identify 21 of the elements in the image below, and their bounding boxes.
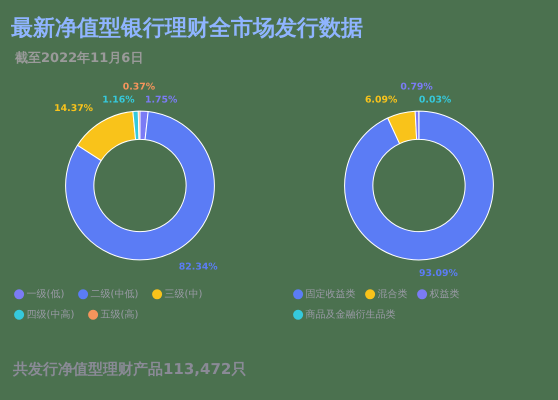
data-label: 1.16% — [102, 94, 136, 106]
chart-title: 最新净值型银行理财全市场发行数据 — [11, 14, 363, 43]
legend-label: 五级(高) — [100, 308, 138, 320]
legend-label: 三级(中) — [164, 288, 202, 300]
legend-label: 二级(中低) — [90, 288, 138, 300]
data-label: 0.03% — [418, 94, 452, 106]
legend-label: 混合类 — [378, 288, 408, 300]
legend-label: 权益类 — [428, 288, 460, 300]
data-label: 1.75% — [144, 94, 178, 106]
slice-label: 固定收益类 — [306, 288, 356, 300]
legend-label: 四级(中高) — [26, 308, 74, 320]
legend-label: 商品及金融衍生品类 — [306, 308, 396, 320]
data-label: 82.34% — [178, 261, 218, 272]
chart-subtitle: 截至2022年11月6日 — [15, 50, 144, 67]
legend-label: 一级(低) — [26, 288, 64, 300]
data-label: 14.37% — [54, 102, 94, 114]
data-label: 0.79% — [400, 81, 434, 92]
text: 共发行净值型理财产品113,472只 — [13, 360, 246, 379]
data-label: 6.09% — [364, 94, 398, 106]
data-label: 0.37% — [122, 81, 156, 92]
data-label: 93.09% — [419, 268, 459, 280]
